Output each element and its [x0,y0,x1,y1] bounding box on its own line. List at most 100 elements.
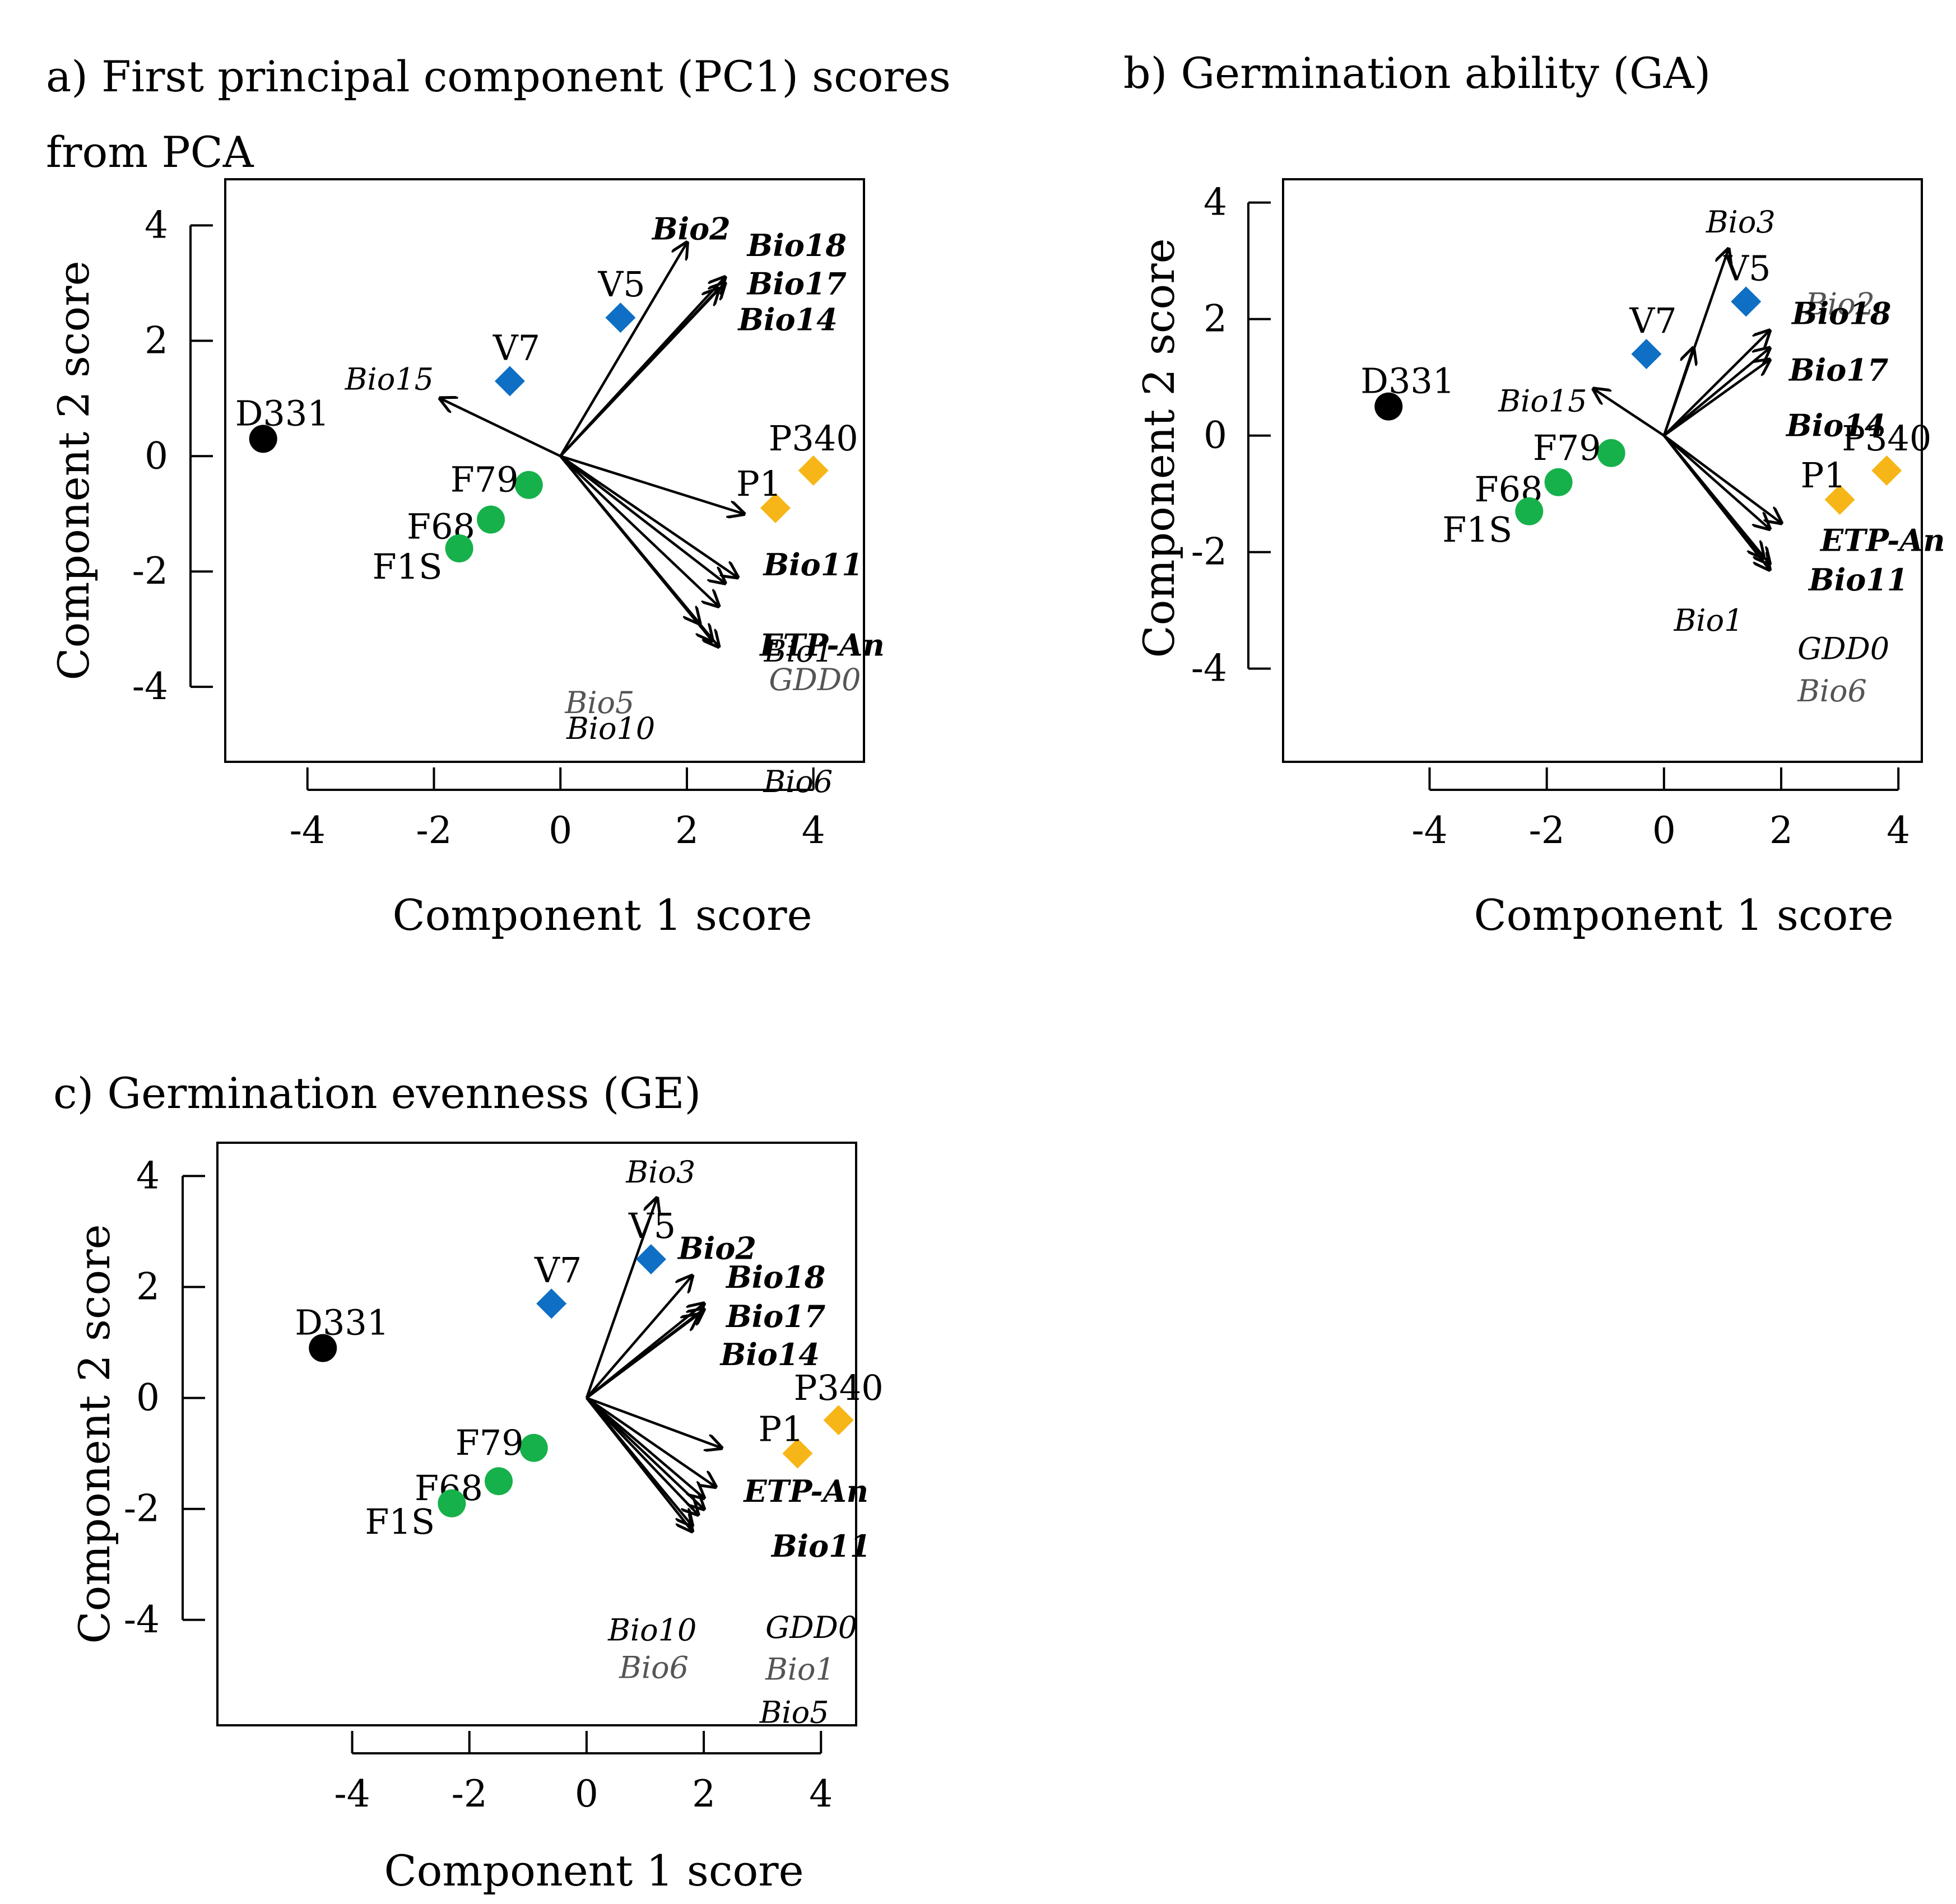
vector-bio14 [586,1315,698,1399]
point-p1 [760,492,791,523]
x-tick-label: -4 [290,809,326,852]
vector-label-gdd0: GDD0 [765,1610,857,1645]
x-tick-label: 0 [575,1772,598,1815]
y-tick-label: -4 [124,1598,160,1641]
point-f79 [1597,439,1625,467]
y-tick-label: 4 [1204,181,1227,224]
panel-a-x-axis-label: Component 1 score [392,890,812,940]
vector-label-bio15: Bio15 [345,361,434,397]
vector-bio15 [1593,389,1665,437]
point-v5 [605,302,636,333]
vector-etp-an [586,1396,722,1448]
point-p340 [798,455,829,486]
vector-bio6 [1663,435,1769,570]
vector-label-gdd0: GDD0 [1797,631,1889,666]
point-label-f79: F79 [450,459,519,500]
point-v5 [635,1244,666,1274]
y-tick-label: -2 [124,1487,160,1530]
x-tick-label: -4 [1411,809,1447,852]
vector-label-bio10: Bio10 [607,1612,696,1647]
point-p340 [1871,455,1902,486]
point-p1 [782,1438,813,1469]
point-label-p340: P340 [769,418,858,459]
x-tick-label: -4 [334,1772,370,1815]
point-label-d331: D331 [235,393,329,434]
point-label-p340: P340 [794,1367,884,1408]
x-tick-label: 2 [1769,809,1793,852]
y-tick-label: 4 [136,1154,160,1197]
panel-a-y-axis-label: Component 2 score [49,260,99,680]
panel-a-x-ticks: -4 -2 0 2 4 [290,767,825,852]
point-v7 [494,366,525,397]
panel-b-germination-ability: b) Germination ability (GA) Component 1 … [1123,48,1945,940]
point-f1s [1515,497,1544,525]
vector-bio6 [559,455,718,646]
y-tick-label: 2 [145,319,168,362]
point-f79 [519,1433,548,1462]
point-label-d331: D331 [1360,361,1455,402]
panel-b-x-ticks: -4 -2 0 2 4 [1411,767,1910,852]
point-label-v5: V5 [1723,248,1771,288]
vector-label-etp-an: ETP-An [742,1473,868,1509]
vector-label-bio10: Bio10 [566,711,655,746]
vector-label-bio6: Bio6 [763,764,833,799]
point-label-v5: V5 [597,264,645,305]
panel-a-y-ticks: 4 2 0 -2 -4 [132,203,213,708]
point-v7 [536,1288,567,1319]
vector-label-bio3: Bio3 [625,1154,695,1190]
x-tick-label: 4 [1887,809,1910,852]
point-label-v7: V7 [1629,300,1676,341]
vector-label-bio15: Bio15 [1498,383,1587,418]
point-label-v7: V7 [493,327,540,368]
panel-c-germination-evenness: c) Germination evenness (GE) Component 1… [53,1068,884,1896]
panel-c-x-ticks: -4 -2 0 2 4 [334,1731,833,1815]
point-label-p1: P1 [736,463,782,504]
y-tick-label: 2 [136,1265,160,1309]
point-f1s [438,1489,466,1517]
point-f68 [485,1467,513,1496]
vector-label-etp-an: ETP-An [759,627,885,663]
x-tick-label: -2 [416,809,452,852]
panel-b-plot-frame [1282,178,1923,763]
panel-c-y-ticks: 4 2 0 -2 -4 [124,1154,205,1641]
vector-bio5 [586,1397,698,1515]
y-tick-label: -2 [1191,530,1227,574]
panel-c-y-axis-label: Component 2 score [69,1224,119,1644]
vector-label-bio17: Bio17 [746,266,847,301]
point-p1 [1824,485,1855,515]
point-label-v7: V7 [534,1250,582,1291]
vector-bio14 [1663,360,1769,437]
vector-gdd0 [559,455,718,606]
vector-label-bio6: Bio6 [619,1650,689,1685]
panel-b-title: b) Germination ability (GA) [1123,48,1711,98]
panel-a-title-line-1: a) First principal component (PC1) score… [46,52,951,101]
vector-label-bio14: Bio14 [719,1337,820,1372]
panel-c-x-axis-label: Component 1 score [384,1846,803,1896]
vector-label-bio18: Bio18 [746,227,847,263]
vector-bio2 [1662,348,1693,436]
vector-bio11 [560,455,744,514]
y-tick-label: 0 [1204,414,1227,457]
vector-bio11 [586,1396,716,1487]
x-tick-label: -2 [452,1772,487,1815]
point-f68 [1544,468,1573,496]
vector-label-bio5: Bio5 [565,685,635,720]
vector-bio14 [559,289,718,457]
point-p340 [823,1405,854,1436]
x-tick-label: 2 [675,809,699,852]
vector-bio6 [586,1397,692,1531]
panel-a-plot-frame [224,178,865,763]
point-v7 [1631,339,1662,369]
panel-b-y-axis-label: Component 2 score [1134,238,1184,658]
vector-bio2 [586,1276,692,1399]
vector-label-bio17: Bio17 [725,1298,825,1334]
vector-label-bio11: Bio11 [1808,562,1908,598]
point-label-f1s: F1S [373,546,443,587]
vector-bio3 [585,1198,657,1399]
panel-c-plot-frame [216,1142,857,1726]
